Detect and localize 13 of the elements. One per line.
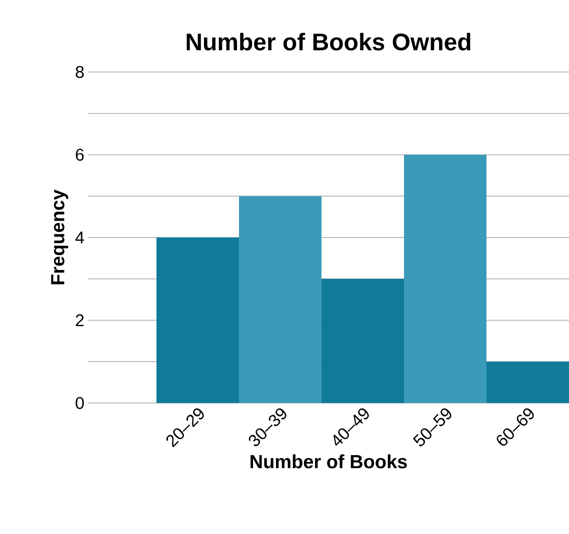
x-axis-title: Number of Books bbox=[250, 454, 407, 468]
bar bbox=[156, 237, 239, 403]
bar bbox=[238, 196, 322, 403]
y-tick-label: 2 bbox=[76, 314, 84, 326]
y-axis-title: Frequency bbox=[51, 190, 68, 284]
bar bbox=[486, 362, 569, 403]
y-tick-label: 8 bbox=[76, 66, 84, 78]
y-tick-label: 4 bbox=[75, 232, 84, 244]
y-tick-label: 0 bbox=[76, 396, 84, 410]
bar bbox=[321, 278, 404, 403]
chart-title: Number of Books Owned bbox=[186, 32, 470, 50]
bar bbox=[404, 154, 486, 403]
y-tick-label: 6 bbox=[76, 148, 84, 161]
